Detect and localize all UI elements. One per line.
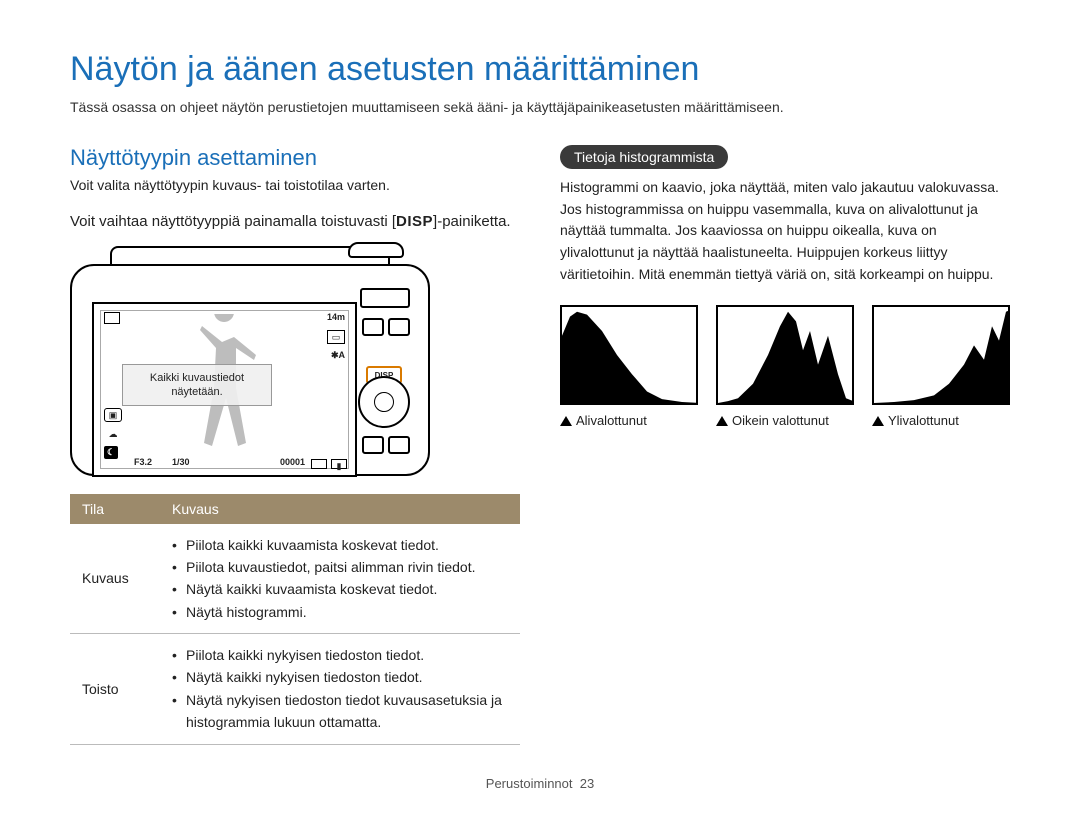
label-text: Oikein valottunut <box>732 413 829 428</box>
list-item: Näytä histogrammi. <box>172 601 508 623</box>
label-correct: Oikein valottunut <box>716 413 854 428</box>
left-column: Näyttötyypin asettaminen Voit valita näy… <box>70 145 520 745</box>
mode-cell-toisto: Toisto <box>70 634 160 745</box>
list-item: Näytä nykyisen tiedoston tiedot kuvausas… <box>172 689 508 734</box>
top-button <box>360 288 410 308</box>
histogram-correct <box>716 305 854 405</box>
label-overexposed: Ylivalottunut <box>872 413 1010 428</box>
mode-icon-1 <box>104 312 120 324</box>
section-sub: Voit valita näyttötyypin kuvaus- tai toi… <box>70 177 520 193</box>
tooltip-line1: Kaikki kuvaustiedot <box>150 372 244 384</box>
list-item: Piilota kuvaustiedot, paitsi alimman riv… <box>172 556 508 578</box>
label-text: Ylivalottunut <box>888 413 959 428</box>
footer-page-number: 23 <box>580 776 594 791</box>
instruction-post: ]-painiketta. <box>433 213 511 230</box>
triangle-icon <box>560 416 572 426</box>
table-row: Kuvaus Piilota kaikki kuvaamista koskeva… <box>70 524 520 634</box>
table-header-desc: Kuvaus <box>160 494 520 524</box>
tooltip-line2: näytetään. <box>171 386 222 398</box>
camera-illustration: Kaikki kuvaustiedot näytetään. 14m ▭ ✱A … <box>70 246 430 476</box>
right-column: Tietoja histogrammista Histogrammi on ka… <box>560 145 1010 745</box>
mode-icon-3: ☁ <box>104 428 122 442</box>
aperture-indicator: F3.2 <box>134 457 152 467</box>
page-title: Näytön ja äänen asetusten määrittäminen <box>70 50 1010 89</box>
list-item: Piilota kaikki nykyisen tiedoston tiedot… <box>172 644 508 666</box>
histogram-underexposed <box>560 305 698 405</box>
footer-section: Perustoiminnot <box>486 776 573 791</box>
list-item: Näytä kaikki nykyisen tiedoston tiedot. <box>172 666 508 688</box>
screen-tooltip: Kaikki kuvaustiedot näytetään. <box>122 364 272 407</box>
histogram-badge: Tietoja histogrammista <box>560 145 728 169</box>
desc-list-kuvaus: Piilota kaikki kuvaamista koskevat tiedo… <box>172 534 508 624</box>
list-item: Näytä kaikki kuvaamista koskevat tiedot. <box>172 578 508 600</box>
histogram-overexposed <box>872 305 1010 405</box>
label-underexposed: Alivalottunut <box>560 413 698 428</box>
instruction: Voit vaihtaa näyttötyyppiä painamalla to… <box>70 211 520 234</box>
mode-cell-kuvaus: Kuvaus <box>70 524 160 634</box>
menu-button <box>362 318 384 336</box>
quality-icon: ▭ <box>327 330 345 344</box>
mode-icon-2: ▣ <box>104 408 122 422</box>
disp-key-label: DISP <box>396 213 433 230</box>
fn-button-2 <box>388 436 410 454</box>
camera-screen: Kaikki kuvaustiedot näytetään. 14m ▭ ✱A … <box>92 302 357 477</box>
list-item: Piilota kaikki kuvaamista koskevat tiedo… <box>172 534 508 556</box>
shutter-indicator: 1/30 <box>172 457 190 467</box>
triangle-icon <box>716 416 728 426</box>
fn-button-1 <box>362 436 384 454</box>
table-header-mode: Tila <box>70 494 160 524</box>
battery-icon: ▮ <box>331 459 347 469</box>
display-modes-table: Tila Kuvaus Kuvaus Piilota kaikki kuvaam… <box>70 494 520 745</box>
card-icon <box>311 459 327 469</box>
dpad <box>358 376 410 428</box>
label-text: Alivalottunut <box>576 413 647 428</box>
histogram-row <box>560 305 1010 405</box>
page-intro: Tässä osassa on ohjeet näytön perustieto… <box>70 99 1010 115</box>
page-footer: Perustoiminnot 23 <box>0 776 1080 791</box>
mode-icon-4: ☾ <box>104 446 118 459</box>
flash-indicator: ✱A <box>331 350 345 361</box>
section-heading: Näyttötyypin asettaminen <box>70 145 520 171</box>
table-row: Toisto Piilota kaikki nykyisen tiedoston… <box>70 634 520 745</box>
desc-list-toisto: Piilota kaikki nykyisen tiedoston tiedot… <box>172 644 508 734</box>
counter-indicator: 00001 <box>280 457 305 467</box>
histogram-explanation: Histogrammi on kaavio, joka näyttää, mit… <box>560 177 1010 285</box>
histogram-labels: Alivalottunut Oikein valottunut Ylivalot… <box>560 413 1010 428</box>
triangle-icon <box>872 416 884 426</box>
play-button <box>388 318 410 336</box>
resolution-indicator: 14m <box>327 312 345 322</box>
instruction-pre: Voit vaihtaa näyttötyyppiä painamalla to… <box>70 213 396 230</box>
